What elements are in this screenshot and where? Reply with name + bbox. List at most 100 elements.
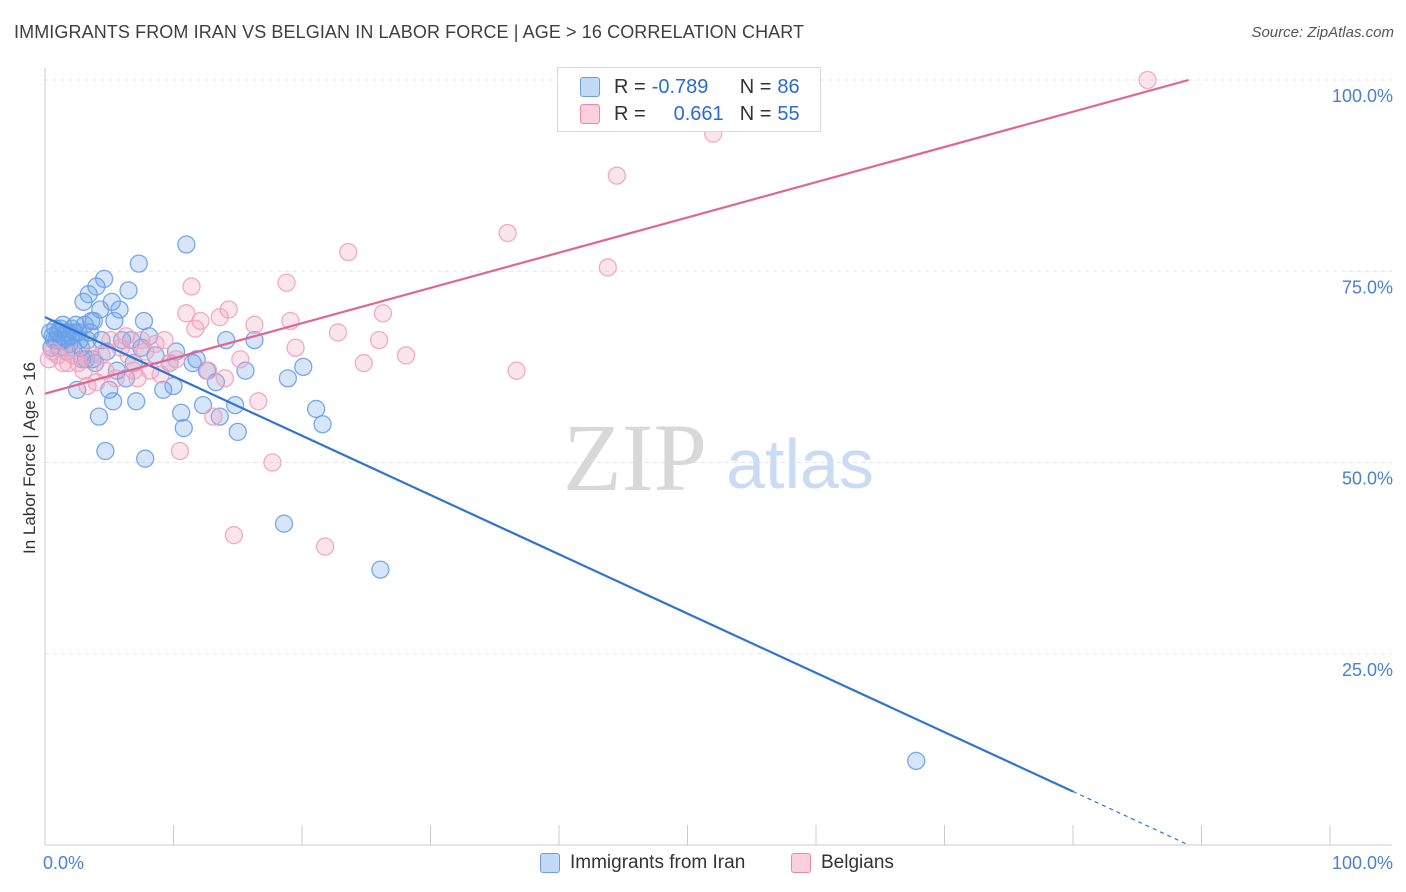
y-tick-label: 25.0% — [1342, 660, 1393, 680]
watermark-atlas: atlas — [726, 425, 874, 503]
point-iran — [228, 422, 247, 442]
point-belgians — [204, 407, 223, 426]
y-tick-label: 50.0% — [1342, 469, 1393, 489]
point-iran — [177, 235, 196, 254]
r-value: -0.789 — [651, 75, 709, 98]
point-belgians — [191, 311, 210, 331]
n-value: 86 — [777, 75, 800, 98]
point-belgians — [286, 338, 305, 357]
point-belgians — [74, 361, 93, 380]
point-iran — [210, 407, 229, 426]
point-belgians — [215, 369, 235, 388]
trend-line-iran — [44, 316, 1074, 793]
point-belgians — [598, 258, 617, 277]
y-tick-label: 100.0% — [1332, 86, 1393, 106]
n-value: 55 — [777, 102, 800, 125]
point-belgians — [607, 166, 626, 185]
n-label: N = — [739, 75, 772, 98]
series-legend: Immigrants from Iran Belgians — [0, 852, 1406, 878]
source-credit: Source: ZipAtlas.com — [1251, 24, 1394, 41]
point-belgians — [224, 526, 244, 545]
point-iran — [172, 403, 191, 422]
x-tick-labels: 0.0% 100.0% — [43, 853, 1393, 873]
point-iran — [105, 311, 124, 331]
point-iran — [174, 418, 193, 438]
point-iran — [94, 269, 114, 289]
belgians-legend-swatch — [791, 853, 811, 873]
belgians-swatch — [580, 104, 600, 124]
point-iran — [119, 281, 138, 300]
r-value: 0.661 — [673, 102, 724, 125]
point-belgians — [245, 315, 264, 334]
point-iran — [87, 277, 106, 296]
point-belgians — [231, 350, 250, 369]
point-belgians — [199, 361, 218, 380]
point-iran — [103, 392, 123, 411]
point-belgians — [116, 327, 136, 346]
point-iran — [187, 350, 206, 369]
point-belgians — [507, 361, 526, 380]
point-belgians — [146, 334, 165, 354]
point-belgians — [53, 353, 73, 373]
point-belgians — [1138, 70, 1157, 90]
point-iran — [294, 357, 313, 377]
iran-legend-swatch — [540, 853, 560, 873]
legend-label-belgians: Belgians — [821, 852, 894, 873]
point-iran — [313, 415, 332, 434]
point-iran — [110, 300, 129, 319]
trend-line-belgians — [44, 78, 1189, 395]
point-belgians — [136, 342, 155, 361]
point-belgians — [82, 346, 101, 365]
point-belgians — [498, 223, 517, 243]
x-tick-label: 0.0% — [43, 853, 84, 873]
axes — [44, 68, 1392, 846]
point-belgians — [92, 346, 111, 365]
point-belgians — [170, 441, 190, 461]
x-tick-label: 100.0% — [1332, 853, 1393, 873]
point-belgians — [373, 304, 393, 323]
stats-legend: R = -0.789 N = 86 R = 0.661 N = 55 — [557, 67, 821, 132]
point-belgians — [177, 304, 196, 323]
r-label: R = — [614, 102, 646, 125]
y-tick-labels: 25.0% 50.0% 75.0% 100.0% — [1332, 86, 1393, 680]
n-label: N = — [739, 102, 772, 125]
point-belgians — [249, 392, 268, 411]
point-iran — [96, 441, 115, 461]
point-iran — [236, 361, 255, 380]
point-belgians — [369, 330, 389, 350]
stats-row-belgians: R = 0.661 N = 55 — [580, 101, 800, 127]
point-belgians — [354, 353, 373, 373]
point-belgians — [315, 537, 335, 556]
point-iran — [371, 560, 390, 579]
point-belgians — [277, 273, 296, 292]
legend-item-belgians[interactable]: Belgians — [791, 852, 894, 874]
point-iran — [278, 369, 298, 388]
point-belgians — [339, 242, 358, 262]
point-iran — [84, 311, 103, 331]
y-axis-label: In Labor Force | Age > 16 — [20, 362, 39, 554]
watermark: ZIP atlas — [563, 404, 874, 511]
legend-item-iran[interactable]: Immigrants from Iran — [540, 852, 745, 874]
iran-swatch — [580, 77, 600, 97]
point-belgians — [155, 330, 174, 350]
point-iran — [154, 380, 173, 399]
trend-line-iran-extension — [1072, 790, 1189, 846]
point-iran — [306, 399, 326, 419]
point-belgians — [396, 346, 416, 365]
point-iran — [907, 751, 926, 770]
r-label: R = — [614, 75, 646, 98]
grid-lines — [45, 79, 1392, 655]
stats-row-iran: R = -0.789 N = 86 — [580, 74, 800, 100]
point-belgians — [328, 323, 348, 342]
point-iran — [129, 254, 148, 273]
legend-label-iran: Immigrants from Iran — [570, 852, 746, 873]
point-belgians — [132, 330, 151, 350]
point-iran — [134, 311, 154, 331]
point-iran — [274, 514, 294, 533]
point-belgians — [219, 300, 238, 319]
point-iran — [89, 407, 109, 426]
point-iran — [193, 395, 213, 415]
point-belgians — [182, 277, 201, 296]
point-iran — [136, 449, 155, 468]
